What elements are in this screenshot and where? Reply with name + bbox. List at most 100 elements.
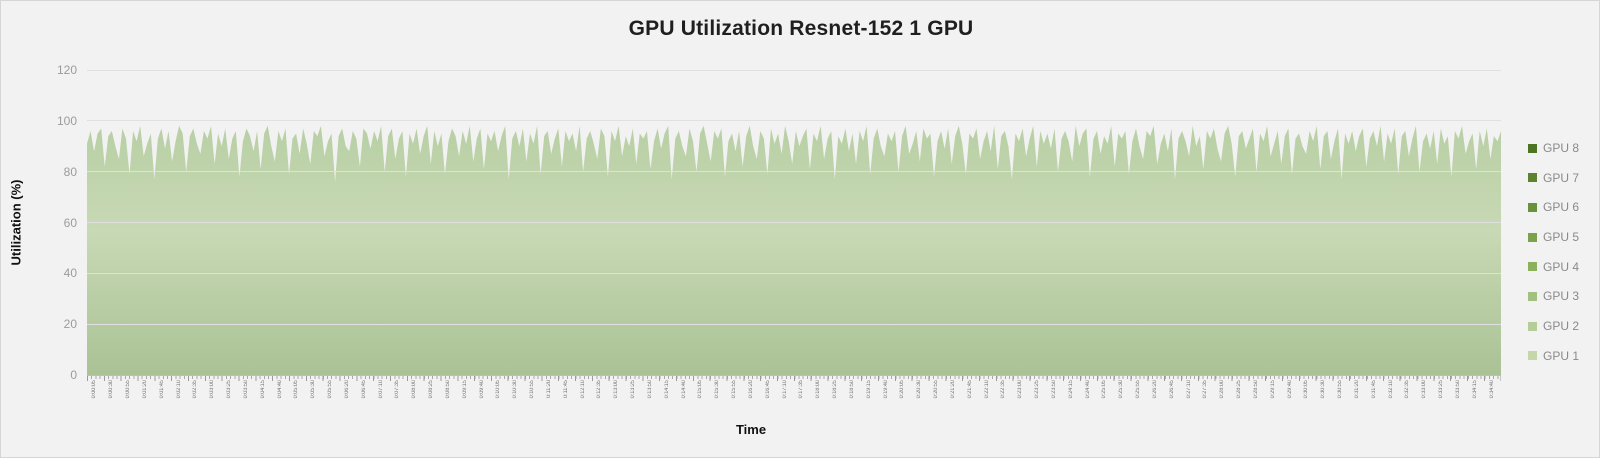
x-tick-label: 0:26:45 [1169, 380, 1175, 399]
legend-label: GPU 3 [1543, 289, 1580, 304]
legend-swatch-icon [1528, 143, 1537, 153]
legend-label: GPU 4 [1543, 259, 1580, 274]
x-tick-label: 0:25:05 [1102, 380, 1108, 399]
x-tick-label: 0:13:25 [631, 380, 637, 399]
x-tick-label: 0:03:00 [210, 380, 216, 399]
y-axis-title: Utilization (%) [8, 179, 24, 266]
x-tick-label: 0:11:45 [563, 380, 569, 398]
y-tick-label: 60 [63, 215, 77, 230]
x-tick-label: 0:04:40 [277, 380, 283, 399]
x-tick-label: 0:03:25 [227, 380, 233, 399]
legend-swatch-icon [1528, 173, 1537, 183]
gridline [87, 323, 1501, 325]
x-tick-label: 0:15:55 [732, 380, 738, 399]
x-tick-label: 0:03:50 [243, 380, 249, 399]
x-tick-label: 0:17:35 [799, 380, 805, 399]
legend-item: GPU 1 [1528, 348, 1579, 364]
x-tick-label: 0:34:15 [1472, 380, 1478, 399]
legend-item: GPU 3 [1528, 288, 1579, 304]
x-tick-label: 0:19:40 [883, 380, 889, 399]
legend: GPU 8 GPU 7 GPU 6 GPU 5 GPU 4 GPU 3 GPU 2 GPU 1 [1528, 140, 1579, 378]
gridline [87, 69, 1501, 71]
x-tick-label: 0:12:35 [597, 380, 603, 399]
x-tick-label: 0:24:15 [1068, 380, 1074, 399]
x-tick-label: 0:29:15 [1270, 380, 1276, 399]
legend-item: GPU 5 [1528, 229, 1579, 245]
legend-item: GPU 8 [1528, 140, 1579, 156]
legend-item: GPU 2 [1528, 318, 1579, 334]
x-tick-label: 0:28:25 [1237, 380, 1243, 399]
y-tick-label: 0 [70, 368, 77, 382]
y-tick-label: 40 [63, 266, 77, 281]
x-tick-label: 0:01:20 [142, 380, 148, 399]
x-tick-label: 0:08:50 [445, 380, 451, 399]
x-axis-major-ticks [87, 376, 1501, 381]
x-tick-label: 0:31:45 [1371, 380, 1377, 399]
area-series-gpu1 [87, 125, 1501, 375]
x-tick-label: 0:25:30 [1119, 380, 1125, 399]
plot-area [87, 69, 1501, 375]
x-tick-label: 0:22:35 [1001, 380, 1007, 399]
x-tick-label: 0:27:10 [1186, 380, 1192, 399]
chart-title: GPU Utilization Resnet-152 1 GPU [628, 17, 974, 40]
x-tick-label: 0:28:50 [1253, 380, 1259, 399]
x-tick-label: 0:34:40 [1489, 380, 1495, 399]
x-tick-label: 0:15:05 [698, 380, 704, 399]
x-tick-label: 0:18:50 [849, 380, 855, 399]
x-tick-label: 0:20:05 [900, 380, 906, 399]
x-tick-label: 0:31:20 [1354, 380, 1360, 399]
x-tick-label: 0:08:00 [412, 380, 418, 399]
x-tick-label: 0:01:45 [159, 380, 165, 399]
gridline [87, 171, 1501, 173]
legend-label: GPU 1 [1543, 348, 1580, 363]
x-tick-label: 0:02:10 [176, 380, 182, 399]
legend-label: GPU 2 [1543, 319, 1580, 334]
x-tick-label: 0:18:25 [833, 380, 839, 399]
x-tick-label: 0:28:00 [1220, 380, 1226, 399]
x-tick-label: 0:10:30 [513, 380, 519, 399]
x-tick-label: 0:20:30 [917, 380, 923, 399]
x-axis-title: Time [735, 422, 767, 437]
x-tick-label: 0:06:20 [344, 380, 350, 399]
x-axis-line [87, 375, 1501, 376]
x-tick-label: 0:27:35 [1203, 380, 1209, 399]
x-tick-label: 0:21:45 [967, 380, 973, 399]
x-tick-label: 0:21:20 [950, 380, 956, 399]
legend-swatch-icon [1528, 262, 1537, 272]
legend-swatch-icon [1528, 291, 1537, 301]
x-tick-label: 0:00:05 [92, 380, 98, 399]
x-tick-label: 0:33:00 [1422, 380, 1428, 399]
legend-swatch-icon [1528, 351, 1537, 361]
legend-swatch-icon [1528, 321, 1537, 331]
legend-label: GPU 8 [1543, 141, 1580, 155]
x-tick-label: 0:14:15 [664, 380, 670, 399]
x-tick-label: 0:05:30 [311, 380, 317, 399]
x-tick-label: 0:16:20 [748, 380, 754, 399]
x-tick-label: 0:07:35 [395, 380, 401, 399]
x-tick-label: 0:06:45 [361, 380, 367, 399]
x-tick-label: 0:02:35 [193, 380, 199, 399]
x-tick-label: 0:32:35 [1405, 380, 1411, 399]
x-tick-label: 0:00:55 [126, 380, 132, 399]
x-tick-label: 0:11:20 [546, 380, 552, 398]
x-tick-label: 0:32:10 [1388, 380, 1394, 399]
legend-swatch-icon [1528, 232, 1537, 242]
x-tick-label: 0:23:50 [1051, 380, 1057, 399]
x-tick-label: 0:19:15 [866, 380, 872, 399]
x-tick-label: 0:14:40 [681, 380, 687, 399]
legend-item: GPU 7 [1528, 170, 1579, 186]
x-tick-label: 0:33:50 [1455, 380, 1461, 399]
gridline [87, 222, 1501, 223]
x-tick-label: 0:08:25 [429, 380, 435, 399]
x-tick-label: 0:12:10 [580, 380, 586, 399]
x-tick-label: 0:15:30 [715, 380, 721, 399]
y-tick-label: 100 [56, 113, 77, 128]
x-tick-label: 0:13:50 [647, 380, 653, 399]
legend-label: GPU 7 [1543, 170, 1580, 185]
legend-item: GPU 4 [1528, 259, 1579, 275]
x-tick-label: 0:23:25 [1035, 380, 1041, 399]
x-tick-label: 0:05:55 [328, 380, 334, 399]
x-tick-label: 0:10:05 [496, 380, 502, 399]
legend-swatch-icon [1528, 202, 1537, 212]
